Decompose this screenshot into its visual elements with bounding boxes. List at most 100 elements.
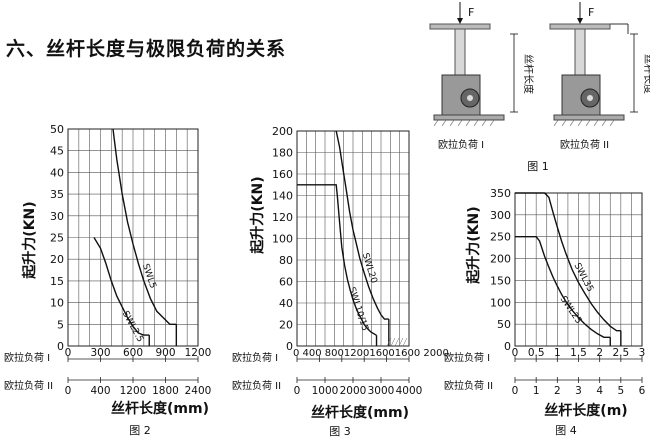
euler-1-tick-label: 3 (639, 347, 646, 359)
ground-hatch (481, 119, 487, 127)
euler-1-tick-label: 300 (90, 347, 110, 359)
y-tick-label: 45 (50, 145, 64, 158)
ground-hatch (465, 119, 471, 127)
euler-1-tick-label: 0 (512, 347, 519, 359)
euler-2-axis-label: 欧拉负荷 II (4, 379, 53, 392)
ground-hatch (561, 119, 567, 127)
euler-2-tick-label: 0 (65, 385, 72, 397)
ground-hatch (593, 119, 599, 127)
y-tick-label: 50 (497, 318, 511, 331)
ground-hatch (489, 119, 495, 127)
euler-1-tick-label: 2.5 (612, 347, 629, 359)
hatch-mark (398, 337, 404, 347)
base-plate (553, 114, 625, 121)
figure-1-right-caption: 欧拉负荷 II (560, 138, 609, 151)
y-tick-label: 10 (50, 297, 64, 310)
euler-2-tick-label: 2 (554, 385, 561, 397)
euler-2-tick-label: 4 (596, 385, 603, 397)
series-line-swl5 (112, 128, 177, 325)
euler-2-tick-label: 0 (294, 385, 301, 397)
hatch-mark (402, 337, 408, 347)
y-tick-label: 100 (272, 233, 293, 246)
length-label: 丝杆长度 (642, 54, 650, 94)
y-tick-label: 250 (490, 231, 511, 244)
y-tick-label: 80 (279, 254, 293, 267)
y-tick-label: 60 (279, 276, 293, 289)
y-tick-label: 100 (490, 296, 511, 309)
euler-2-tick-label: 2400 (185, 385, 212, 397)
screw-rod (574, 28, 586, 76)
ground-hatch (441, 119, 447, 127)
y-axis-label: 起升力(KN) (465, 206, 482, 284)
euler-2-axis-label: 欧拉负荷 II (232, 379, 281, 392)
arrow-head-icon (457, 18, 463, 24)
euler-1-tick-label: 900 (155, 347, 175, 359)
figure-caption: 图 3 (329, 425, 351, 438)
euler-2-tick-label: 1 (533, 385, 540, 397)
y-tick-label: 15 (50, 275, 64, 288)
euler-1-axis-label: 欧拉负荷 I (232, 351, 278, 364)
euler-2-tick-label: 1800 (152, 385, 179, 397)
euler-2-tick-label: 2000 (340, 385, 367, 397)
y-tick-label: 200 (272, 125, 293, 138)
series-line-swl35 (515, 192, 621, 332)
euler-2-tick-label: 3000 (368, 385, 395, 397)
ground-hatch (577, 119, 583, 127)
y-tick-label: 20 (50, 253, 64, 266)
euler-2-tick-label: 400 (90, 385, 110, 397)
y-tick-label: 40 (50, 166, 64, 179)
plot-frame (296, 130, 410, 347)
gear-hub (587, 95, 593, 101)
chart-2: 0 5 10 15 20 25 30 35 40 45 50 起升力(KN) 0 300 600 900 120… (4, 123, 211, 437)
euler-2-tick-label: 1000 (312, 385, 339, 397)
y-tick-label: 35 (50, 188, 64, 201)
y-tick-label: 50 (50, 123, 64, 136)
series-label: SWL10/15 (346, 286, 370, 332)
y-tick-label: 0 (504, 340, 511, 353)
x-axis-label: 丝杆长度(mm) (111, 400, 209, 417)
y-tick-label: 200 (490, 253, 511, 266)
x-axis-label: 丝杆长度(m) (544, 402, 627, 419)
euler-1-axis-label: 欧拉负荷 I (444, 351, 490, 364)
ground-hatch (457, 119, 463, 127)
length-label: 丝杆长度 (522, 54, 535, 94)
y-tick-label: 0 (286, 340, 293, 353)
series-line-swl25 (515, 235, 611, 338)
screw-rod (454, 28, 466, 76)
ground-hatch (601, 119, 607, 127)
euler-2-tick-label: 1200 (120, 385, 147, 397)
figure-1-left-caption: 欧拉负荷 I (438, 138, 484, 151)
top-plate (429, 23, 491, 30)
euler-1-tick-label: 1.5 (570, 347, 587, 359)
euler-1-tick-label: 1200 (185, 347, 212, 359)
force-label: F (468, 6, 474, 19)
euler-1-tick-label: 1 (554, 347, 561, 359)
hatch-mark (390, 337, 396, 347)
plot-frame (67, 128, 199, 347)
y-tick-label: 350 (490, 187, 511, 200)
x-axis-label: 丝杆长度(mm) (311, 404, 409, 421)
hatch-mark (386, 337, 392, 347)
y-tick-label: 140 (272, 190, 293, 203)
y-tick-label: 120 (272, 211, 293, 224)
screw-jack-illustration: F 丝杆长度 (549, 2, 650, 127)
ground-hatch (585, 119, 591, 127)
euler-2-tick-label: 6 (639, 385, 646, 397)
y-tick-label: 180 (272, 147, 293, 160)
euler-1-tick-label: 2 (596, 347, 603, 359)
y-axis-label: 起升力(KN) (249, 176, 266, 254)
y-tick-label: 20 (279, 319, 293, 332)
euler-2-tick-label: 0 (512, 385, 519, 397)
y-tick-label: 300 (490, 209, 511, 222)
ground-hatch (553, 119, 559, 127)
y-tick-label: 40 (279, 297, 293, 310)
figure-caption: 图 4 (555, 424, 577, 437)
figure-caption: 图 2 (129, 424, 151, 437)
series-label: SWL2.5 (120, 310, 145, 345)
screw-jack-illustration: F 丝杆长度 (429, 2, 535, 127)
y-tick-label: 5 (57, 318, 64, 331)
ground-hatch (473, 119, 479, 127)
